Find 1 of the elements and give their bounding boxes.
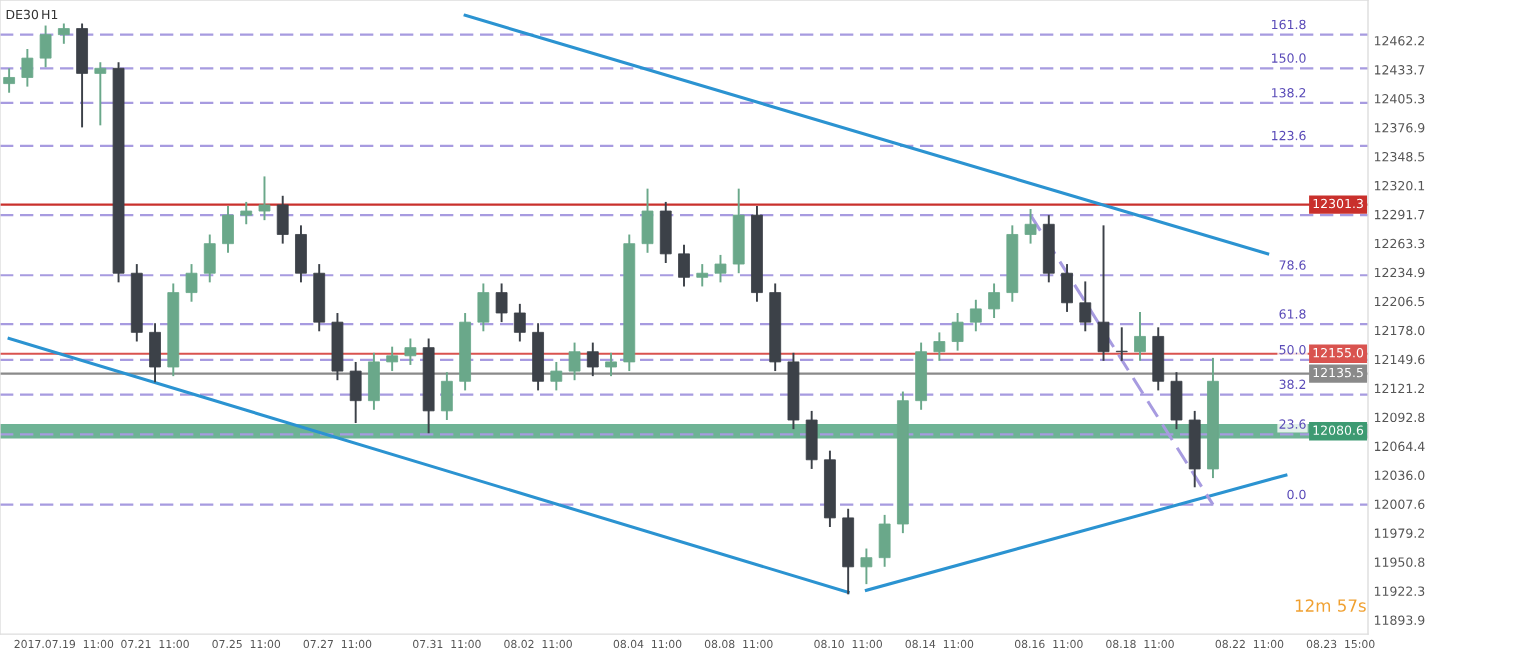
annotation: 12m 57s	[1295, 599, 1366, 612]
